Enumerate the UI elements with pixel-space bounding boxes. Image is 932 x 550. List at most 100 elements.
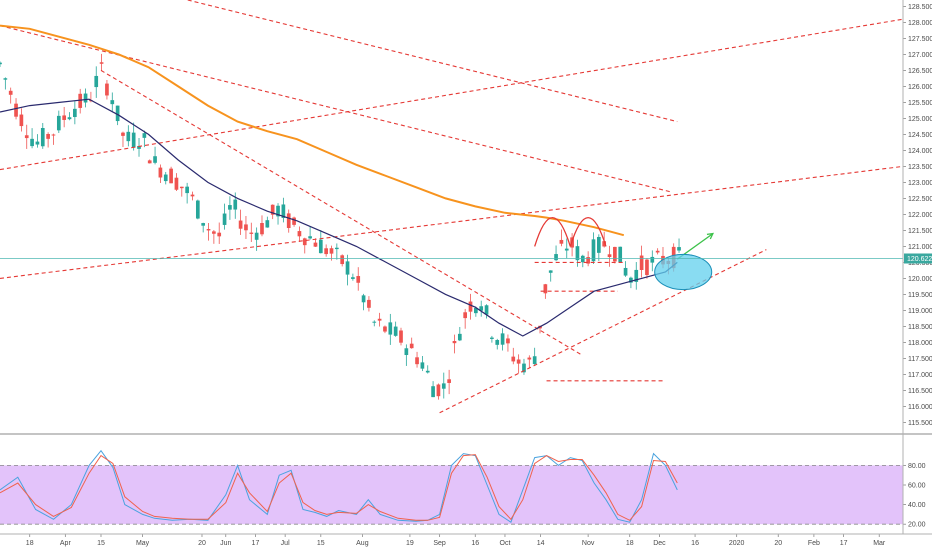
- candle-body: [431, 386, 435, 398]
- price-tick-label: 127.000: [908, 52, 932, 59]
- candle-body: [56, 115, 61, 131]
- time-tick-label: Aug: [356, 540, 369, 547]
- time-tick-label: Jul: [281, 540, 290, 547]
- trendline: [0, 25, 672, 193]
- candle-body: [495, 340, 500, 345]
- last-price-badge: [904, 253, 932, 264]
- candle-body: [383, 326, 387, 332]
- candle-body: [147, 160, 152, 164]
- time-tick-label: May: [136, 540, 150, 547]
- time-tick-label: Apr: [60, 540, 72, 547]
- stochastic-d-line: [0, 454, 678, 521]
- price-tick-label: 125.500: [908, 100, 932, 107]
- price-tick-label: 125.000: [908, 116, 932, 123]
- price-tick-label: 116.000: [908, 404, 932, 411]
- price-tick-label: 126.500: [908, 68, 932, 75]
- candle-body: [14, 103, 18, 117]
- candle-body: [51, 134, 56, 136]
- candle-body: [153, 156, 157, 163]
- candle-body: [564, 248, 569, 251]
- candle-body: [254, 232, 259, 240]
- candle-body: [201, 223, 206, 226]
- candle-body: [511, 356, 516, 362]
- candle-body: [30, 138, 34, 147]
- candle-body: [404, 348, 409, 356]
- candle-body: [409, 343, 414, 349]
- candle-body: [367, 299, 371, 308]
- time-tick-label: 18: [26, 540, 34, 547]
- candle-body: [623, 267, 628, 276]
- candle-body: [297, 231, 302, 237]
- time-tick-label: Nov: [582, 540, 595, 547]
- price-tick-label: 119.000: [908, 308, 932, 315]
- candle-body: [474, 307, 478, 314]
- price-tick-label: 115.500: [908, 420, 932, 427]
- candle-body: [24, 135, 29, 139]
- candle-body: [222, 213, 227, 225]
- candle-body: [174, 177, 179, 190]
- stochastic-axis: 20.00 40.00 60.00 80.00: [903, 463, 926, 529]
- time-tick-label: Jun: [220, 540, 231, 547]
- stochastic-tick-label: 80.00: [908, 463, 926, 470]
- price-tick-label: 124.000: [908, 148, 932, 155]
- candle-body: [607, 254, 612, 257]
- candle-body: [329, 248, 334, 254]
- candle-body: [94, 75, 99, 88]
- candle-body: [575, 246, 580, 261]
- candle-body: [302, 238, 307, 246]
- time-axis: 18 Apr 15 May 20 Jun 17 Jul 15 Aug 19 Sep 16 Oct 14 Nov…: [26, 534, 886, 547]
- candle-body: [596, 236, 601, 253]
- candle-body: [527, 357, 532, 360]
- candle-body: [447, 379, 451, 383]
- price-tick-label: 117.000: [908, 372, 932, 379]
- candle-body: [0, 62, 2, 65]
- price-tick-label: 121.000: [908, 244, 932, 251]
- candle-body: [420, 362, 425, 369]
- candle-body: [559, 239, 564, 244]
- time-tick-label: Mar: [873, 540, 886, 547]
- candle-body: [335, 247, 339, 250]
- candle-body: [228, 205, 232, 210]
- candle-body: [591, 239, 596, 262]
- candle-body: [126, 131, 131, 142]
- candle-body: [169, 168, 173, 184]
- last-price-label: 120.622: [907, 256, 932, 263]
- candle-body: [121, 132, 125, 136]
- candle-body: [436, 384, 441, 397]
- candle-body: [292, 217, 296, 225]
- candle-body: [73, 108, 77, 118]
- shoulder-arc: [569, 216, 607, 247]
- time-tick-label: 17: [840, 540, 848, 547]
- candle-body: [318, 239, 323, 254]
- time-tick-label: Dec: [653, 540, 666, 547]
- candle-body: [115, 105, 120, 122]
- candle-body: [244, 224, 248, 231]
- stochastic-tick-label: 20.00: [908, 522, 926, 529]
- moving-average-long: [0, 24, 625, 237]
- candle-body: [62, 115, 67, 120]
- chart-overlay: [0, 0, 932, 535]
- candle-body: [281, 204, 286, 218]
- candle-body: [377, 318, 382, 321]
- candle-body: [137, 145, 141, 149]
- candle-body: [185, 186, 189, 194]
- stochastic-tick-label: 40.00: [908, 502, 926, 509]
- candle-body: [645, 259, 649, 276]
- candle-body: [532, 356, 537, 365]
- candle-body: [468, 301, 473, 312]
- candle-body: [265, 220, 270, 228]
- price-tick-label: 119.500: [908, 292, 932, 299]
- time-tick-label: 17: [252, 540, 260, 547]
- candle-body: [179, 186, 184, 189]
- price-tick-label: 121.500: [908, 228, 932, 235]
- candle-body: [677, 247, 681, 251]
- price-tick-label: 128.500: [908, 4, 932, 11]
- trendline: [0, 18, 904, 171]
- price-tick-label: 116.500: [908, 388, 932, 395]
- time-tick-label: 20: [198, 540, 206, 547]
- candle-body: [46, 133, 50, 139]
- shoulder-arc: [534, 216, 571, 247]
- candle-body: [286, 213, 291, 229]
- candle-body: [67, 117, 72, 120]
- candle-body: [313, 242, 318, 247]
